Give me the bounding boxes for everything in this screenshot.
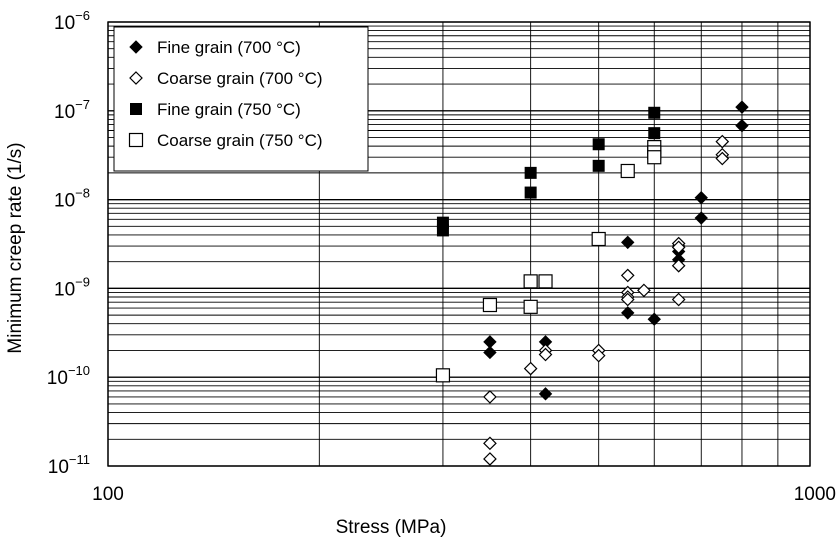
legend-label: Fine grain (700 °C) bbox=[157, 38, 301, 57]
legend-marker bbox=[129, 71, 143, 85]
x-tick-label: 100 bbox=[92, 484, 124, 505]
data-point bbox=[483, 345, 497, 360]
y-tick-label: 10−8 bbox=[54, 186, 90, 212]
legend-marker bbox=[128, 132, 144, 148]
data-point bbox=[715, 134, 730, 149]
data-point bbox=[523, 361, 538, 376]
data-point bbox=[538, 347, 553, 362]
data-point bbox=[671, 292, 686, 307]
y-tick-label: 10−9 bbox=[54, 274, 90, 300]
data-point bbox=[591, 231, 606, 247]
data-point bbox=[694, 211, 708, 225]
data-point bbox=[483, 390, 497, 404]
y-tick-label: 10−6 bbox=[54, 8, 90, 34]
data-point bbox=[538, 387, 553, 401]
data-point bbox=[715, 151, 730, 166]
y-tick-label: 10−11 bbox=[48, 452, 90, 478]
data-point bbox=[637, 283, 651, 298]
legend-items: Fine grain (700 °C) Coarse grain (700 °C)… bbox=[128, 38, 323, 150]
series-4-markers bbox=[435, 140, 662, 383]
data-point bbox=[592, 138, 605, 151]
y-tick-label: 10−10 bbox=[47, 363, 90, 389]
x-axis-label: Stress (MPa) bbox=[336, 517, 447, 538]
data-point bbox=[621, 235, 635, 250]
series-3-markers bbox=[436, 106, 661, 237]
legend-label: Fine grain (750 °C) bbox=[157, 100, 301, 119]
data-point bbox=[620, 292, 635, 307]
data-point bbox=[435, 368, 451, 383]
y-axis-label: Minimum creep rate (1/s) bbox=[5, 142, 26, 353]
data-markers bbox=[435, 100, 749, 466]
legend: Fine grain (700 °C) Coarse grain (700 °C)… bbox=[113, 26, 369, 172]
data-point bbox=[483, 436, 497, 451]
data-point bbox=[735, 118, 749, 133]
data-point bbox=[538, 274, 553, 289]
data-point bbox=[647, 150, 662, 165]
data-point bbox=[436, 224, 449, 237]
data-point bbox=[524, 186, 537, 199]
data-point bbox=[620, 163, 635, 179]
data-point bbox=[482, 297, 498, 313]
y-tick-labels: 10−11 10−10 10−9 10−8 10−7 10−6 bbox=[47, 8, 90, 478]
x-tick-labels: 100 1000 bbox=[92, 484, 836, 505]
data-point bbox=[523, 299, 538, 314]
data-point bbox=[647, 312, 661, 326]
legend-box bbox=[113, 26, 369, 172]
data-point bbox=[735, 100, 749, 114]
data-point bbox=[592, 159, 605, 172]
legend-label: Coarse grain (750 °C) bbox=[157, 131, 323, 150]
data-point bbox=[620, 268, 635, 283]
data-point bbox=[648, 127, 661, 140]
legend-label: Coarse grain (700 °C) bbox=[157, 69, 323, 88]
plot-frame bbox=[107, 21, 811, 467]
data-point bbox=[524, 166, 537, 179]
y-tick-label: 10−7 bbox=[54, 97, 90, 123]
legend-marker bbox=[129, 40, 143, 54]
data-point bbox=[648, 106, 661, 119]
legend-marker bbox=[130, 103, 142, 115]
data-point bbox=[483, 452, 497, 466]
data-point bbox=[621, 306, 635, 320]
series-2-markers bbox=[483, 134, 730, 466]
data-point bbox=[591, 348, 606, 363]
data-point bbox=[523, 274, 538, 289]
data-point bbox=[694, 191, 708, 205]
data-point bbox=[671, 240, 686, 255]
x-tick-label: 1000 bbox=[794, 484, 836, 505]
data-point bbox=[671, 258, 686, 273]
